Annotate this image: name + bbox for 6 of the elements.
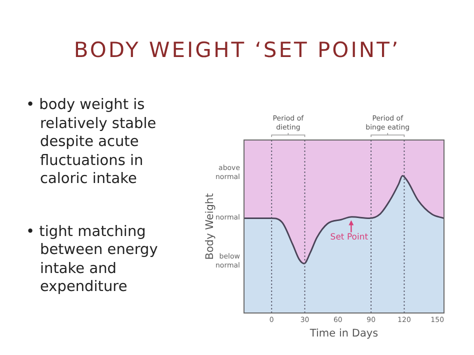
text: • body weight is relatively stable despite acute fluctuations in caloric intake bbox=[26, 96, 158, 188]
y-axis-title: Body Weight bbox=[204, 193, 216, 260]
text: • tight matching between energy intake and expenditure bbox=[26, 222, 159, 296]
annotation: Set Point bbox=[330, 232, 369, 243]
x-axis-title: Time in Days bbox=[308, 327, 378, 340]
chart-title: BODY WEIGHT ‘SET POINT’ bbox=[72, 38, 402, 62]
